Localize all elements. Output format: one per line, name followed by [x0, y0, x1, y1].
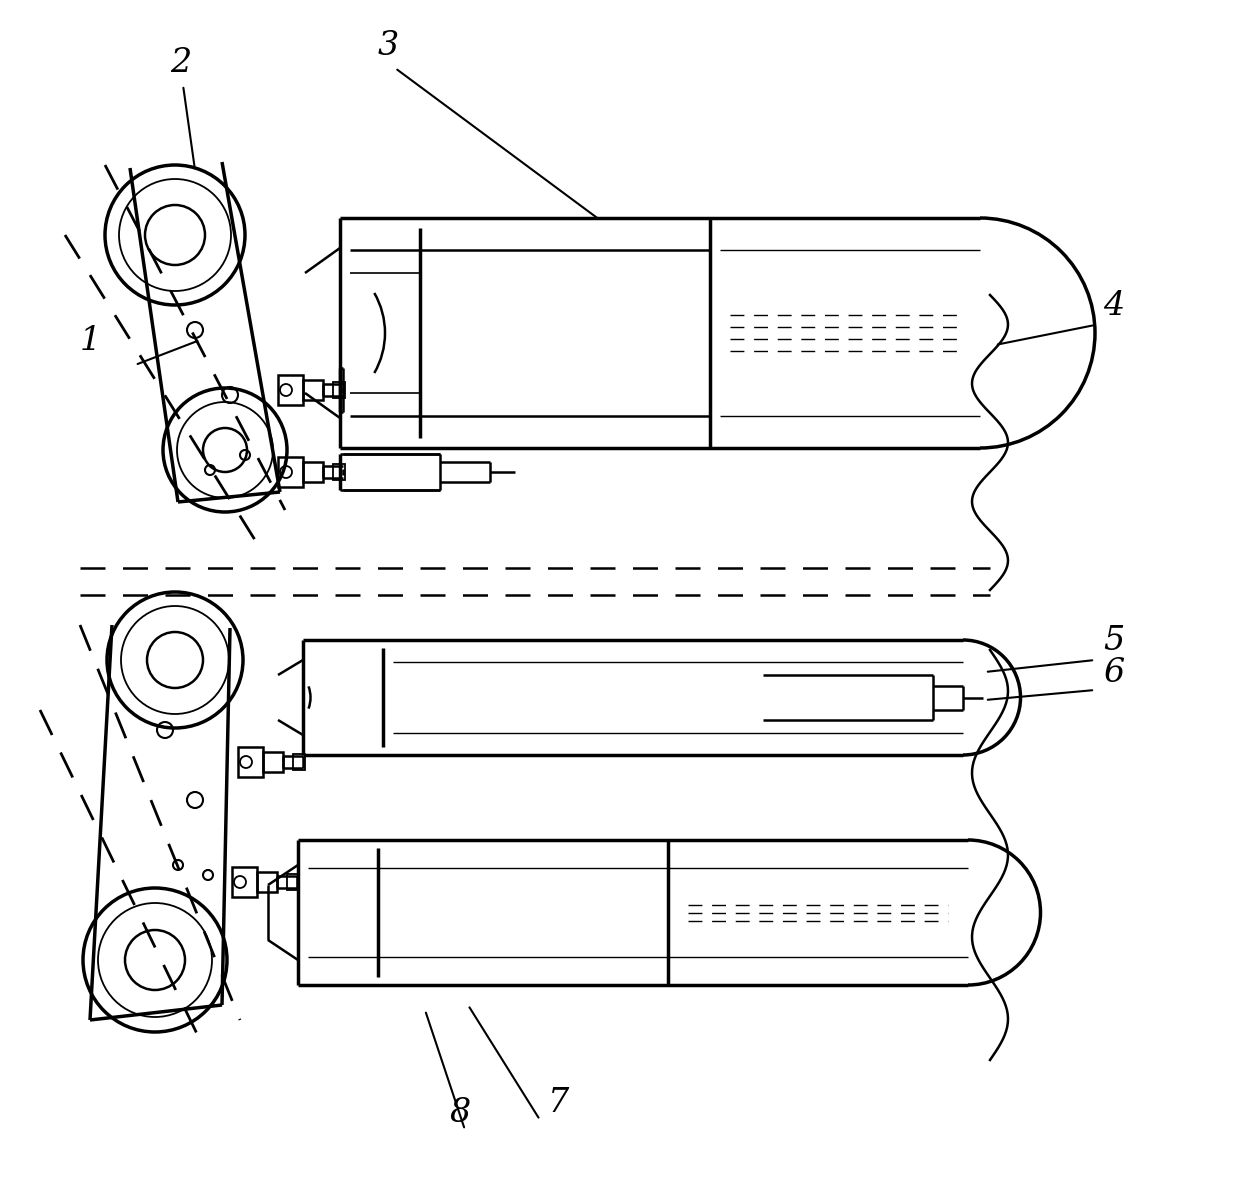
Bar — [278, 457, 303, 487]
Text: 6: 6 — [1104, 657, 1125, 689]
Bar — [303, 463, 322, 482]
Bar — [238, 747, 263, 777]
Bar — [232, 867, 257, 897]
Text: 1: 1 — [81, 325, 102, 357]
Bar — [263, 752, 283, 772]
Bar — [293, 754, 305, 770]
Bar — [334, 382, 345, 398]
Bar — [303, 380, 322, 400]
Text: 4: 4 — [1104, 291, 1125, 323]
Text: 5: 5 — [1104, 625, 1125, 657]
Bar — [286, 874, 299, 890]
Text: 3: 3 — [378, 30, 399, 62]
Bar — [278, 375, 303, 404]
Text: 7: 7 — [548, 1088, 569, 1120]
Bar — [334, 464, 345, 480]
Text: 2: 2 — [170, 47, 191, 79]
Text: 8: 8 — [450, 1097, 471, 1129]
Bar — [257, 872, 277, 892]
